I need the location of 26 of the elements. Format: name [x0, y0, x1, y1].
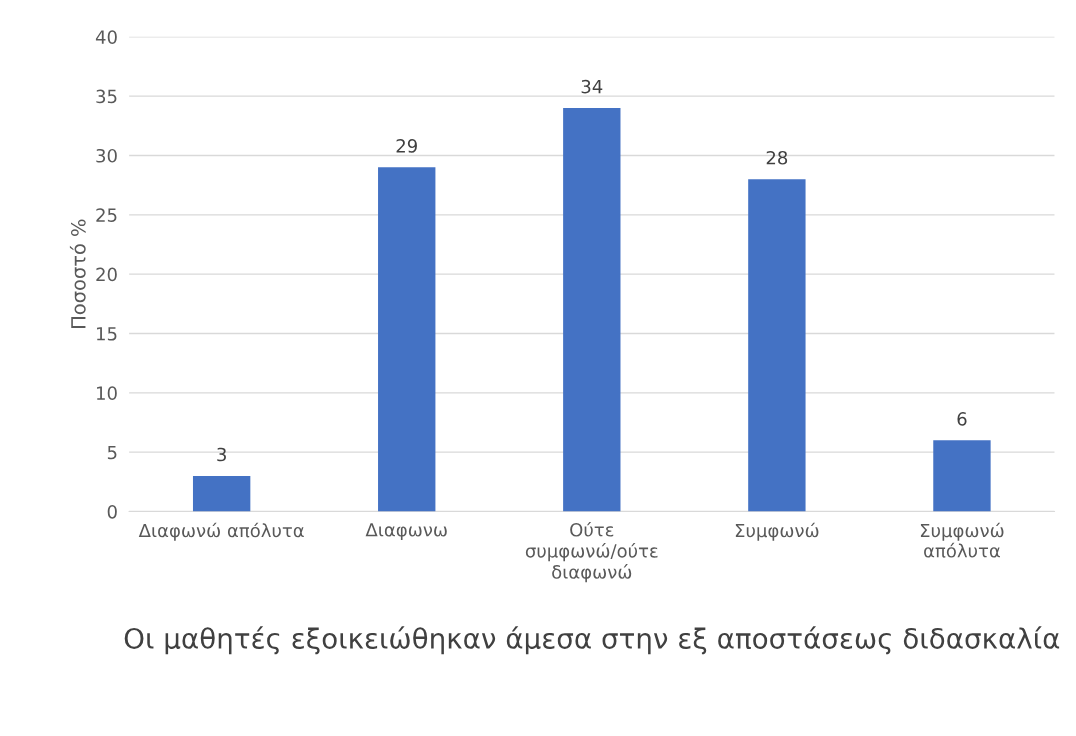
x-tick-label: Συμφωνώ απόλυτα: [920, 522, 1004, 558]
bar: [378, 167, 436, 512]
y-axis-title: Ποσοστό %: [69, 219, 86, 328]
x-tick-label: Διαφωνω: [365, 523, 447, 541]
y-tick-label: 20: [96, 267, 117, 282]
y-tick-label: 25: [96, 208, 117, 222]
y-tick-label: 0: [107, 504, 117, 519]
data-label: 28: [766, 150, 788, 165]
y-tick-label: 5: [107, 445, 117, 460]
y-tick-label: 35: [96, 89, 117, 104]
x-tick-label: Διαφωνώ απόλυτα: [138, 522, 304, 541]
x-axis-title: Οι μαθητές εξοικειώθηκαν άμεσα στην εξ αποστάσεως διδασκαλία: [124, 626, 1060, 655]
data-label: 29: [396, 139, 417, 153]
x-tick-label: Συμφωνώ: [735, 522, 819, 541]
bar: [933, 440, 991, 512]
y-tick-label: 10: [97, 386, 117, 400]
y-tick-label: 15: [97, 327, 117, 341]
bar: [563, 108, 621, 512]
bar: [192, 475, 251, 512]
y-tick-label: 40: [95, 30, 117, 44]
x-tick-label: Ούτε συμφωνώ/ούτε διαφωνώ: [525, 521, 658, 583]
data-label: 6: [957, 412, 967, 426]
y-tick-label: 30: [96, 148, 117, 163]
data-label: 3: [217, 447, 226, 462]
bar: [748, 179, 806, 512]
data-label: 34: [581, 79, 603, 94]
